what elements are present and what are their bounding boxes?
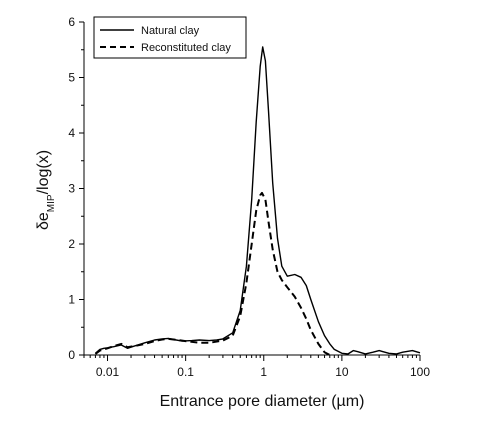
y-axis-title-post: /log(x) [35, 150, 52, 194]
legend: Natural clay Reconstituted clay [93, 16, 247, 59]
series-line-reconstituted-clay [94, 191, 331, 356]
y-axis-title-sub: MIP [46, 194, 57, 212]
y-tick-label-2: 2 [68, 237, 75, 251]
series-line-natural-clay [94, 46, 421, 355]
x-tick-label-1: 1 [260, 365, 267, 379]
x-axis-title-pre: Entrance pore diameter ( [160, 393, 338, 410]
x-tick-label-100: 100 [410, 365, 430, 379]
y-tick-label-0: 0 [68, 348, 75, 362]
y-axis-title-e: e [35, 212, 52, 221]
legend-label-natural-clay: Natural clay [141, 25, 200, 37]
y-tick-label-3: 3 [68, 182, 75, 196]
legend-box [93, 16, 247, 59]
y-tick-label-1: 1 [68, 293, 75, 307]
x-axis-title: Entrance pore diameter (µm) [160, 393, 365, 410]
x-axis-title-mu: µ [337, 393, 346, 410]
y-tick-label-5: 5 [68, 71, 75, 85]
x-tick-label-0.1: 0.1 [177, 365, 194, 379]
y-tick-label-4: 4 [68, 126, 75, 140]
y-tick-label-6: 6 [68, 15, 75, 29]
x-axis-title-post: m) [346, 393, 365, 410]
x-tick-label-10: 10 [335, 365, 349, 379]
legend-label-reconstituted-clay: Reconstituted clay [141, 42, 231, 54]
y-axis-title-delta: δ [35, 221, 52, 230]
x-tick-label-0.01: 0.01 [96, 365, 120, 379]
y-axis-title: δeMIP/log(x) [35, 150, 57, 230]
